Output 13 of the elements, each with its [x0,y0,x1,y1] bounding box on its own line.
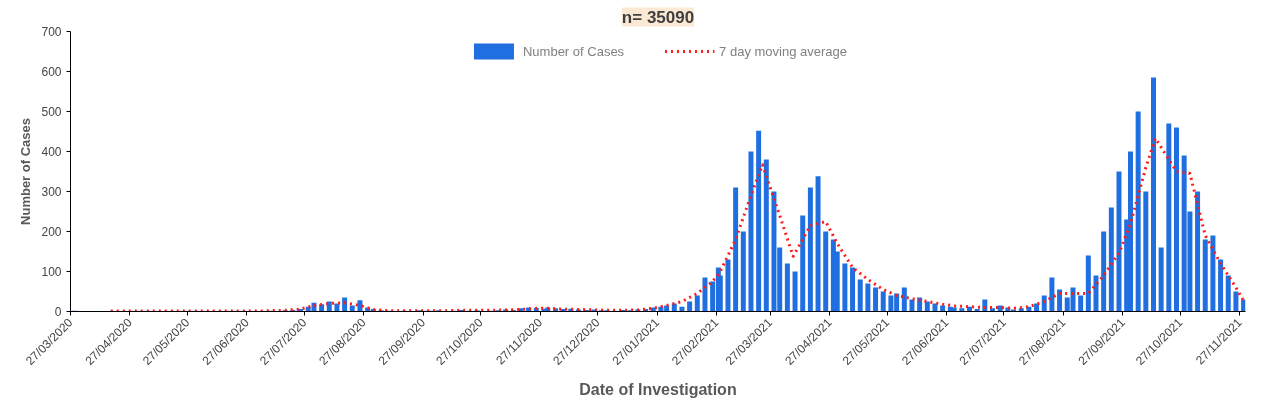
legend-label: 7 day moving average [719,43,848,59]
chart-title: n= 35090 [621,7,695,27]
y-tick-label: 400 [41,145,62,159]
y-axis-title: Number of Cases [18,118,34,225]
y-tick-label: 0 [54,305,62,319]
y-tick-label: 700 [41,25,62,39]
y-tick-label: 100 [41,265,62,279]
x-axis-title: Date of Investigation [579,380,737,398]
legend-label: Number of Cases [522,43,625,59]
y-tick-label: 500 [41,105,62,119]
y-tick-label: 600 [41,65,62,79]
y-tick-label: 200 [41,225,62,239]
y-tick-label: 300 [41,185,62,199]
